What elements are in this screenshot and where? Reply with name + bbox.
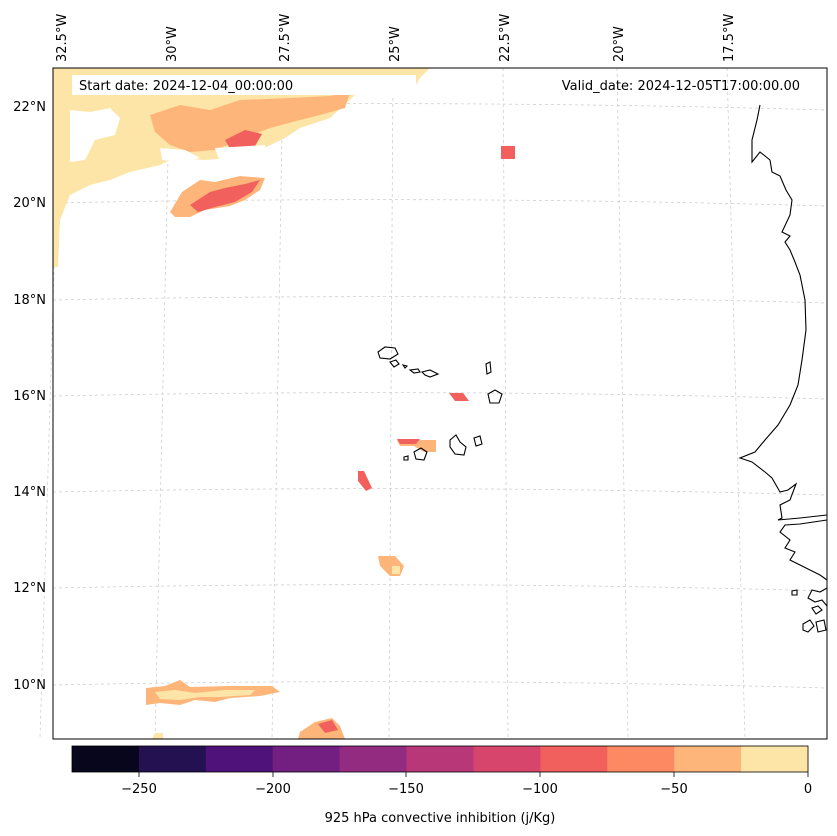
lat-gridline	[52, 199, 828, 207]
africa-coast-guinea-bissau	[807, 587, 828, 607]
colorbar-swatch	[540, 746, 608, 772]
map-background	[53, 68, 827, 739]
cin-patch-red	[501, 146, 515, 159]
cin-patch-orange	[150, 92, 350, 152]
lat-label: 10°N	[13, 678, 46, 693]
island-santiago	[449, 434, 467, 456]
colorbar-tick-label: −50	[660, 782, 687, 797]
lat-label: 16°N	[13, 389, 46, 404]
lon-gridline	[388, 67, 394, 740]
header-banner	[72, 75, 416, 95]
lon-gridline	[616, 67, 629, 740]
colorbar-label: 925 hPa convective inhibition (j/Kg)	[325, 811, 556, 826]
lon-label: 32.5°W	[55, 14, 70, 62]
lon-gridline	[39, 67, 61, 740]
cin-patch-red	[358, 471, 372, 491]
colorbar-swatches	[72, 746, 809, 772]
cin-patch-pale	[155, 690, 255, 700]
lat-gridline	[52, 584, 828, 592]
coastline-africa	[738, 104, 828, 633]
colorbar-ticks	[138, 772, 809, 777]
lat-label: 12°N	[13, 581, 46, 596]
colorbar-swatch	[72, 746, 140, 772]
cin-patch-red	[449, 393, 469, 401]
island-fogo	[413, 447, 428, 461]
lon-label: 25°W	[388, 26, 403, 62]
cin-patch-pale	[392, 566, 400, 574]
lon-label: 30°W	[165, 26, 180, 62]
colorbar-swatch	[607, 746, 675, 772]
island-maio	[473, 435, 483, 447]
colorbar-tick-label: −150	[388, 782, 424, 797]
lat-label: 22°N	[13, 100, 46, 115]
lat-gridline	[52, 392, 828, 400]
colorbar-swatch	[741, 746, 809, 772]
lat-gridline	[52, 296, 828, 304]
lon-labels: 32.5°W 30°W 27.5°W 25°W 22.5°W 20°W 17.5…	[55, 14, 737, 62]
colorbar-swatch	[138, 746, 207, 772]
cin-gap	[215, 145, 270, 165]
lat-gridline	[52, 488, 828, 496]
lon-gridline	[271, 67, 284, 740]
cin-patch-red	[397, 439, 420, 444]
colorbar-swatch	[272, 746, 341, 772]
lat-label: 20°N	[13, 196, 46, 211]
island-brava	[403, 455, 409, 461]
island-santo-antao	[377, 346, 399, 360]
lon-gridline	[154, 67, 171, 740]
bijagos-island	[802, 619, 815, 633]
lon-label: 17.5°W	[722, 14, 737, 62]
colorbar-tick-label: −200	[255, 782, 291, 797]
cin-patch-pale	[152, 733, 163, 739]
lon-label: 20°W	[612, 26, 627, 62]
colorbar: −250 −200 −150 −100 −50 0 925 hPa convec…	[71, 745, 812, 826]
island-sal	[485, 361, 492, 375]
island-sao-nicolau-east	[420, 369, 440, 378]
map-frame	[52, 67, 828, 740]
colorbar-tick-label: −250	[121, 782, 157, 797]
africa-coast-gambia	[779, 519, 828, 581]
valid-date-text: Valid_date: 2024-12-05T17:00:00.00	[562, 79, 800, 94]
island-sao-vicente	[389, 359, 400, 368]
colorbar-swatch	[339, 746, 408, 772]
lon-label: 27.5°W	[278, 14, 293, 62]
bijagos-island	[815, 619, 827, 633]
bijagos-island	[811, 605, 823, 615]
colorbar-swatch	[406, 746, 474, 772]
cin-gap	[160, 148, 200, 162]
island-santa-luzia	[401, 364, 409, 369]
lon-label: 22.5°W	[498, 14, 513, 62]
lat-gridline	[52, 681, 828, 689]
cin-gap	[70, 108, 120, 162]
lat-labels: 22°N 20°N 18°N 16°N 14°N 12°N 10°N	[13, 100, 46, 693]
lon-gridline	[726, 67, 746, 740]
cin-contours	[53, 68, 515, 739]
island-boa-vista	[487, 389, 503, 404]
colorbar-swatch	[674, 746, 742, 772]
coastline-cape-verde	[377, 346, 503, 461]
colorbar-swatch	[473, 746, 541, 772]
colorbar-swatch	[205, 746, 274, 772]
bijagos-island	[791, 589, 798, 596]
africa-coast	[738, 104, 828, 521]
lon-gridline	[502, 67, 509, 740]
colorbar-tick-label: 0	[804, 782, 812, 797]
start-date-text: Start date: 2024-12-04_00:00:00	[79, 79, 293, 94]
island-sao-nicolau	[408, 368, 421, 374]
lat-label: 18°N	[13, 293, 46, 308]
cin-patch-red	[318, 720, 338, 733]
colorbar-tick-label: −100	[522, 782, 558, 797]
cin-patch-red	[190, 180, 260, 212]
colorbar-frame	[71, 745, 809, 773]
cin-patch-pale	[53, 68, 430, 267]
lat-label: 14°N	[13, 485, 46, 500]
